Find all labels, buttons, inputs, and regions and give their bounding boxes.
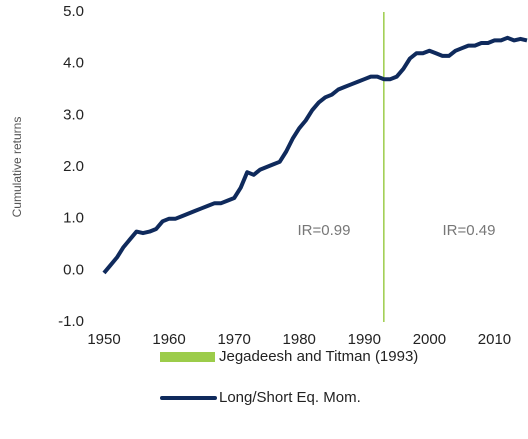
y-tick-label: 3.0: [63, 106, 84, 123]
x-tick-label: 1970: [217, 331, 250, 348]
y-tick-label: -1.0: [58, 313, 84, 330]
x-tick-label: 2010: [478, 331, 511, 348]
y-tick-label: 0.0: [63, 261, 84, 278]
legend-swatch: [160, 352, 215, 362]
line-series: [102, 35, 528, 275]
y-tick-label: 5.0: [63, 3, 84, 20]
legend-label: Jegadeesh and Titman (1993): [219, 348, 418, 365]
y-tick-label: 4.0: [63, 55, 84, 72]
x-tick-label: 1990: [348, 331, 381, 348]
legend-label: Long/Short Eq. Mom.: [219, 389, 361, 406]
annotation: IR=0.49: [443, 222, 496, 239]
y-tick-label: 2.0: [63, 158, 84, 175]
y-axis-label: Cumulative returns: [10, 117, 24, 218]
x-tick-label: 1950: [87, 331, 120, 348]
x-tick-label: 1960: [152, 331, 185, 348]
x-tick-label: 2000: [413, 331, 446, 348]
x-tick-label: 1980: [283, 331, 316, 348]
y-tick-label: 1.0: [63, 210, 84, 227]
annotation: IR=0.99: [298, 222, 351, 239]
